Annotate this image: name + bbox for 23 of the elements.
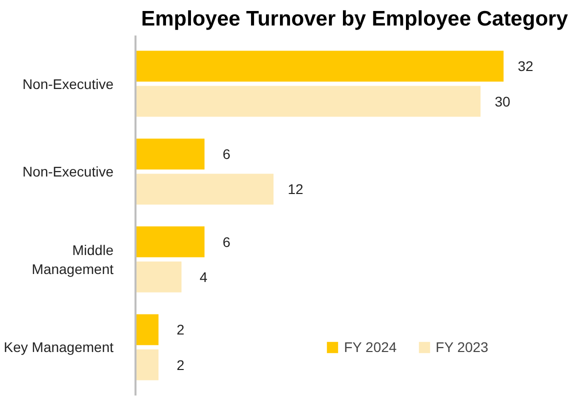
bar bbox=[136, 174, 274, 205]
y-tick-label: Key Management bbox=[4, 339, 114, 356]
chart-title: Employee Turnover by Employee Category bbox=[141, 8, 568, 30]
data-label: 2 bbox=[176, 322, 185, 338]
bar bbox=[136, 314, 159, 346]
bar bbox=[136, 86, 481, 117]
data-label: 32 bbox=[518, 58, 534, 74]
bar bbox=[136, 262, 182, 292]
data-label: 4 bbox=[200, 268, 208, 285]
data-label: 30 bbox=[494, 93, 511, 110]
bar bbox=[136, 50, 504, 82]
bar bbox=[136, 138, 205, 170]
data-label: 6 bbox=[222, 234, 231, 250]
bar bbox=[136, 226, 205, 258]
data-label: 12 bbox=[288, 181, 304, 198]
y-tick-label: Non-Executive bbox=[22, 76, 114, 92]
data-label: 6 bbox=[222, 146, 231, 162]
y-tick-label: Middle Management bbox=[32, 242, 114, 277]
bar bbox=[136, 349, 159, 380]
data-label: 2 bbox=[176, 356, 185, 373]
legend-label: FY 2023 bbox=[436, 339, 488, 355]
legend-label: FY 2024 bbox=[344, 339, 397, 355]
y-tick-label: Non-Executive bbox=[22, 164, 114, 180]
